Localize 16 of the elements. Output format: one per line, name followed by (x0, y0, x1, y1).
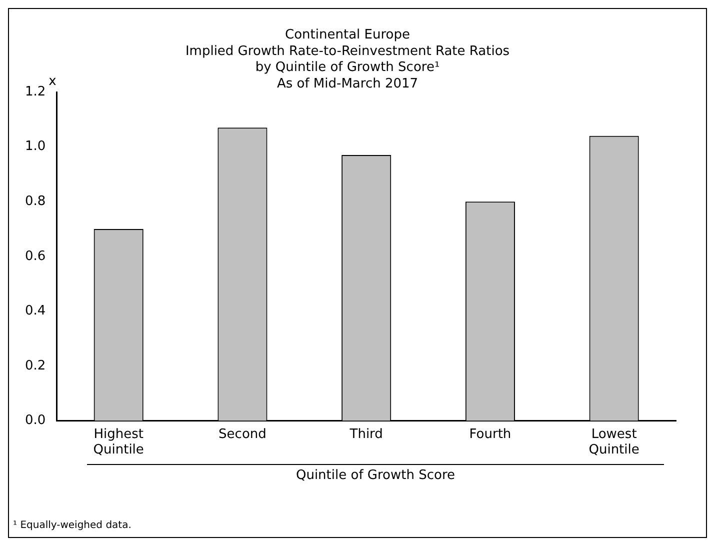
y-tick-label: 0.2 (24, 358, 46, 374)
y-tick-label: 1.0 (24, 139, 46, 154)
y-tick-label: 0.6 (24, 248, 46, 264)
y-tick-label: 0.4 (24, 304, 46, 319)
x-tick-label: Fourth (469, 426, 512, 442)
text: ¹ Equally-weighed data. (13, 520, 132, 531)
x-tick-label: Third (348, 426, 383, 442)
x-axis-title: Quintile of Growth Score (87, 464, 664, 483)
chart-title: Continental Europe Implied Growth Rate-to-Reinvestment Rate Ratios by Quintile of Growth Score¹ As of Mid-March 2017 (185, 28, 510, 92)
y-tick-label: 1.2 (24, 84, 46, 100)
x-tick-label: Lowest Quintile (588, 426, 640, 458)
y-tick-label: 0.0 (24, 413, 46, 428)
x-tick-label: Highest Quintile (93, 426, 144, 458)
x-tick-label: Second (218, 426, 266, 442)
y-axis-title: x (48, 74, 57, 89)
y-tick-label: 0.8 (24, 194, 46, 209)
